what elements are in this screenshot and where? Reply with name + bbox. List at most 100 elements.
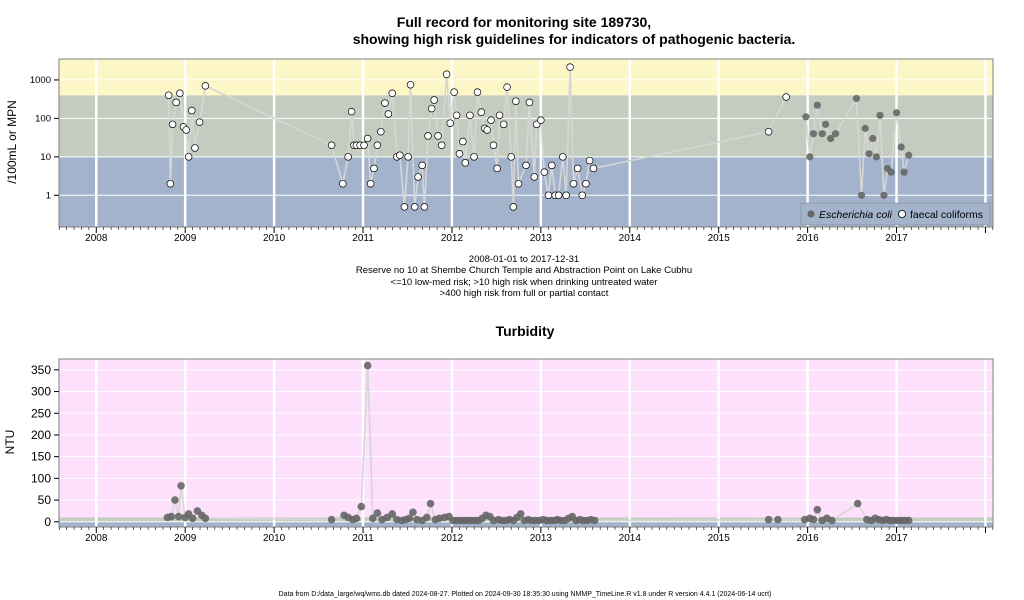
data-point [880, 191, 888, 199]
x-tick-label: 2011 [352, 233, 374, 244]
data-point [590, 516, 599, 525]
turbidity-chart: Turbidity 2008 2009 2010 2011 2012 2013 2014 20… [3, 323, 994, 544]
x-tick-label: 2014 [619, 233, 642, 244]
data-point [466, 111, 474, 120]
caption-high-risk: >400 high risk from full or partial cont… [440, 288, 609, 299]
data-point [409, 508, 417, 517]
x-tick-label: 2014 [619, 533, 642, 544]
data-point [424, 132, 432, 140]
x-tick-label: 2015 [708, 233, 731, 244]
x-tick-label: 2010 [263, 533, 286, 544]
bacteria-chart: Full record for monitoring site 189730, … [5, 14, 994, 299]
series-lines [167, 67, 910, 207]
data-point [201, 82, 210, 90]
data-point [512, 97, 520, 105]
data-point [442, 70, 451, 79]
y-tick-label: 10 [40, 152, 51, 163]
footer-note: Data from D:/data_large/wq/wms.db dated … [279, 591, 772, 598]
x-tick-label: 2008 [85, 533, 108, 544]
x-axis: 2008 2009 2010 2011 2012 2013 2014 2015 2016 2017 [58, 227, 994, 244]
y-tick-label: 0 [44, 515, 51, 529]
data-point [806, 153, 814, 161]
data-point [177, 481, 185, 490]
data-point [589, 164, 598, 173]
caption-site-name: Reserve no 10 at Shembe Church Temple an… [356, 265, 692, 276]
data-point [861, 124, 869, 132]
data-point [357, 502, 366, 511]
data-point [437, 141, 446, 150]
data-point [876, 111, 884, 119]
data-point [381, 99, 389, 107]
data-point [166, 179, 175, 188]
caption-date-range: 2008-01-01 to 2017-12-31 [469, 254, 579, 265]
data-point [540, 168, 549, 176]
turbidity-x-axis: 2008 2009 2010 2011 2012 2013 2014 2015 2016 2017 [58, 527, 994, 544]
x-tick-label: 2012 [441, 533, 464, 544]
data-point [904, 516, 913, 525]
data-point [764, 127, 773, 136]
legend-label-e-coli: Escherichia coli [819, 209, 893, 221]
data-point [509, 203, 518, 211]
data-point [853, 499, 862, 508]
data-point [585, 156, 594, 165]
data-point [164, 91, 173, 99]
data-point [384, 110, 393, 118]
data-point [869, 134, 877, 143]
legend: Escherichia coli faecal coliforms [800, 202, 991, 226]
data-point [360, 141, 368, 150]
y-tick-label: 300 [31, 385, 51, 399]
data-point [363, 361, 372, 370]
data-point [809, 515, 818, 524]
y-tick-label: 200 [31, 428, 51, 442]
band-2 [59, 359, 993, 518]
x-tick-label: 2016 [796, 533, 819, 544]
data-point [388, 510, 397, 518]
caption-low-risk: <=10 low-med risk; >10 high risk when dr… [391, 277, 658, 288]
data-point [802, 113, 810, 121]
band-2 [59, 59, 993, 96]
data-point [363, 134, 372, 143]
y-tick-label: 50 [38, 493, 52, 507]
data-point [184, 153, 193, 161]
data-point [339, 179, 347, 188]
data-point [516, 510, 525, 518]
data-point [167, 512, 176, 521]
band-0 [59, 521, 993, 527]
risk-bands [59, 59, 993, 227]
data-point [405, 514, 414, 523]
data-point [559, 153, 567, 161]
data-point [499, 120, 508, 129]
x-tick-label: 2009 [174, 233, 197, 244]
x-tick-label: 2017 [885, 233, 908, 244]
data-point [423, 513, 431, 522]
y-tick-label: 350 [31, 363, 51, 377]
data-point [897, 143, 905, 151]
x-tick-label: 2015 [708, 533, 731, 544]
data-point [489, 141, 498, 150]
data-point [818, 130, 826, 138]
data-point [426, 499, 435, 508]
data-point [410, 203, 419, 211]
bacteria-chart-title-line-2: showing high risk guidelines for indicat… [353, 31, 796, 47]
turbidity-chart-title: Turbidity [496, 323, 555, 339]
legend-box [800, 202, 991, 226]
data-point [827, 134, 835, 143]
data-point [182, 126, 190, 134]
x-tick-label: 2008 [85, 233, 108, 244]
data-point [470, 153, 478, 161]
data-point [368, 514, 377, 523]
data-point [366, 179, 375, 188]
data-point [452, 111, 461, 120]
data-point [176, 89, 184, 98]
x-tick-label: 2009 [174, 533, 197, 544]
data-point [887, 168, 895, 176]
data-point [400, 203, 409, 211]
data-point [809, 130, 818, 138]
data-point [414, 173, 422, 181]
data-point [446, 119, 454, 127]
data-point [172, 98, 180, 107]
data-point [434, 132, 442, 140]
data-point [168, 120, 177, 129]
x-tick-label: 2012 [441, 233, 464, 244]
